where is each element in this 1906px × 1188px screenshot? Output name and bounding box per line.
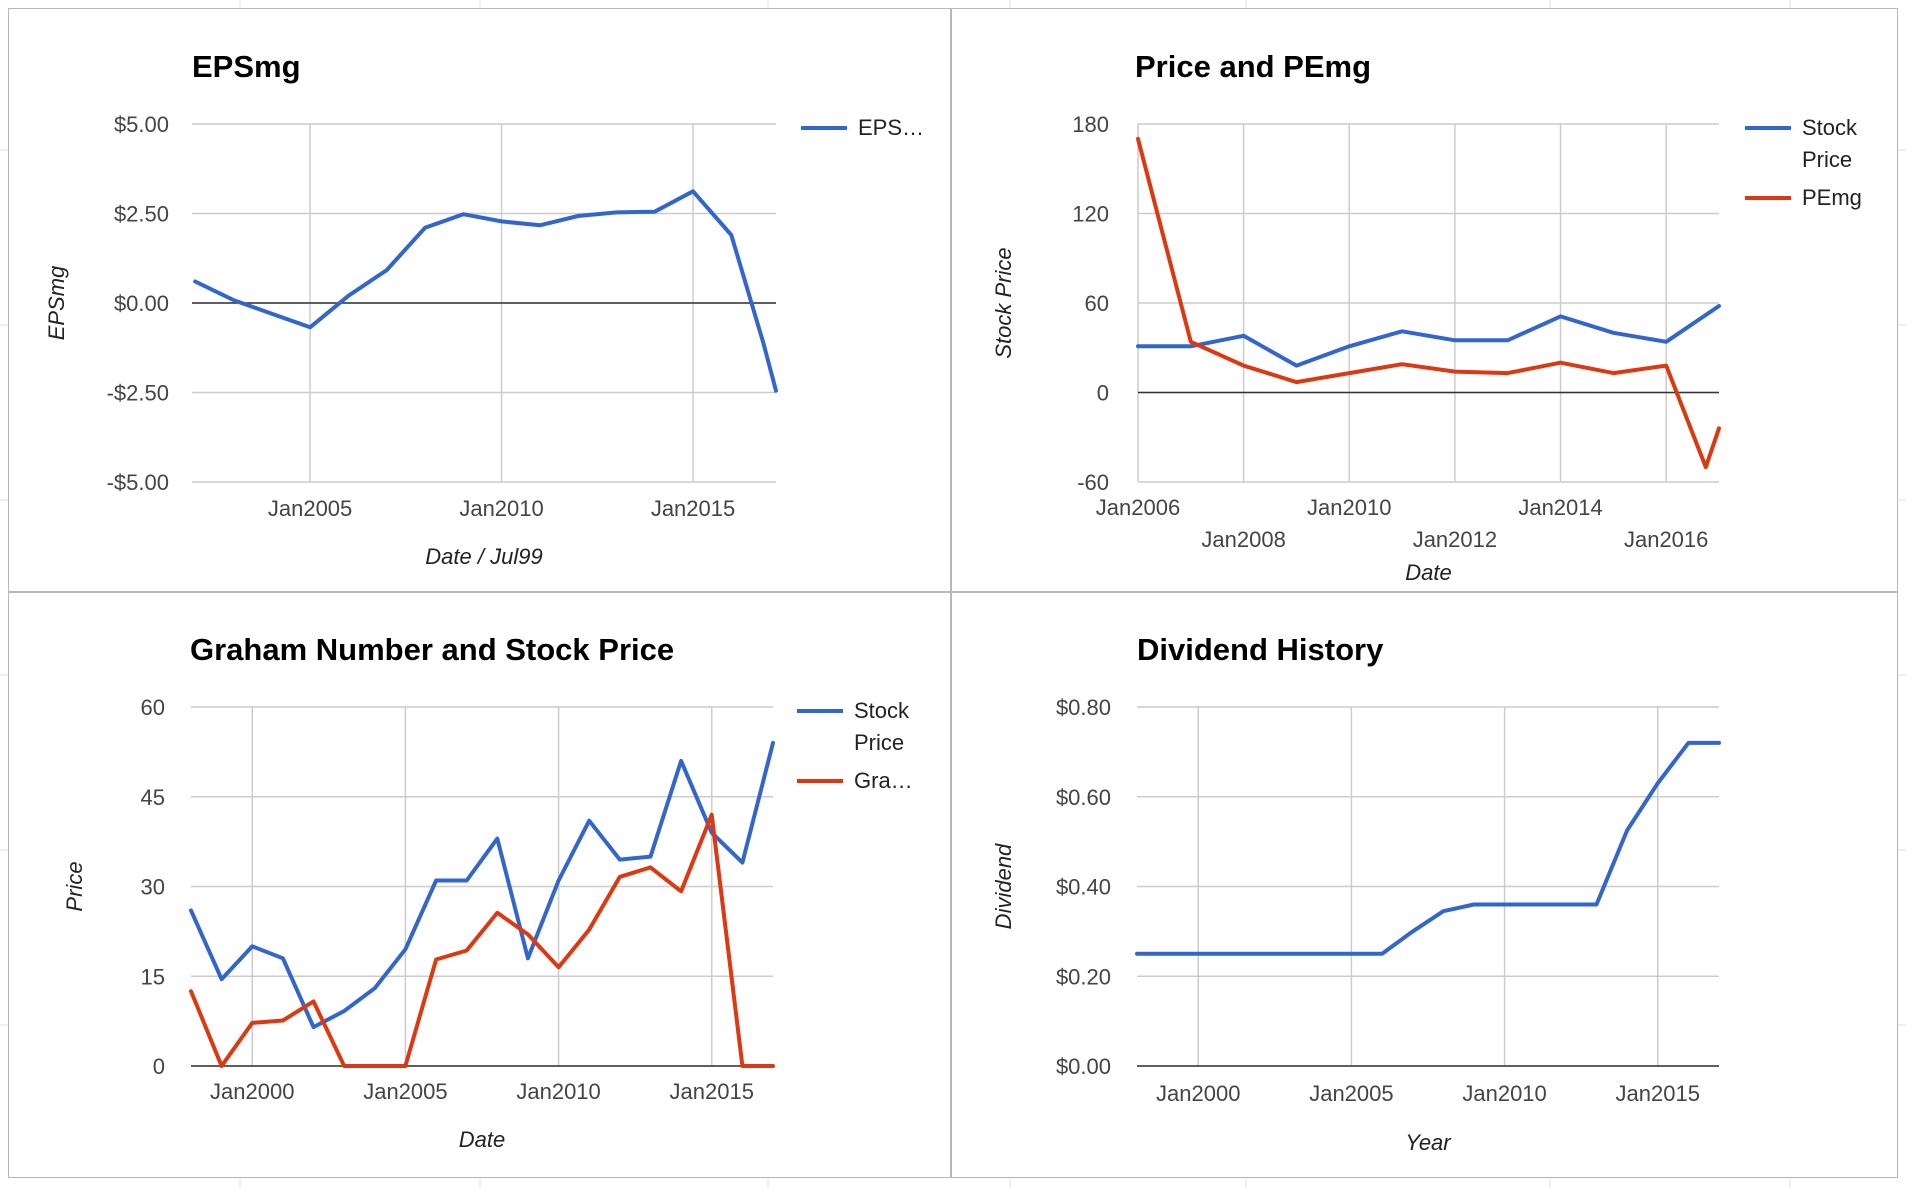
x-axis-ticks-row2: Jan2008 Jan2012 Jan2016 (1201, 527, 1708, 552)
chart-title: Dividend History (1137, 632, 1384, 667)
series-layer (1135, 740, 1721, 956)
y-axis-ticks: 60 45 30 15 0 (141, 695, 165, 1079)
legend[interactable]: EPS… (801, 115, 924, 140)
chart-graham-number[interactable]: Graham Number and Stock Price 60 45 30 1… (8, 592, 951, 1178)
y-tick-label: 180 (1072, 112, 1109, 137)
y-axis-label: Dividend (991, 843, 1016, 929)
x-tick-label: Jan2010 (516, 1079, 600, 1104)
x-tick-label: Jan2006 (1096, 495, 1180, 520)
x-axis-ticks: Jan2000 Jan2005 Jan2010 Jan2015 (210, 1079, 754, 1104)
chart-price-pemg[interactable]: Price and PEmg 180 120 60 0 -60 Jan2006 … (951, 8, 1898, 592)
x-tick-label: Jan2008 (1201, 527, 1285, 552)
x-tick-label: Jan2010 (1462, 1081, 1546, 1106)
series-line-1[interactable] (1136, 304, 1721, 368)
y-tick-label: 120 (1072, 202, 1109, 227)
y-axis-ticks: 180 120 60 0 -60 (1072, 112, 1109, 495)
legend[interactable]: Stock Price Gra… (797, 698, 913, 793)
series-layer (1136, 136, 1721, 470)
y-axis-label: EPSmg (44, 265, 69, 340)
x-axis-label: Year (1405, 1130, 1452, 1155)
x-tick-label: Jan2016 (1624, 527, 1708, 552)
y-axis-label: Stock Price (991, 247, 1016, 358)
x-axis-label: Date (1405, 560, 1451, 585)
x-tick-label: Jan2005 (363, 1079, 447, 1104)
legend-label-stock-price: Stock Price (854, 698, 910, 755)
y-tick-label: $0.20 (1056, 964, 1111, 989)
y-tick-label: 60 (141, 695, 165, 720)
x-tick-label: Jan2005 (268, 496, 352, 521)
x-axis-label: Date / Jul99 (425, 544, 542, 569)
legend-label: EPS… (858, 115, 924, 140)
chart-dividend-history-svg: Dividend History $0.80 $0.60 $0.40 $0.20… (991, 632, 1721, 1155)
series-layer (193, 189, 778, 393)
y-tick-label: $0.40 (1056, 875, 1111, 900)
y-tick-label: $2.50 (114, 202, 169, 227)
y-tick-label: 15 (141, 964, 165, 989)
gridlines (192, 123, 776, 483)
x-tick-label: Jan2010 (459, 496, 543, 521)
series-line-1[interactable] (189, 740, 775, 1030)
chart-price-pemg-svg: Price and PEmg 180 120 60 0 -60 Jan2006 … (991, 49, 1862, 585)
x-tick-label: Jan2015 (670, 1079, 754, 1104)
x-tick-label: Jan2000 (1156, 1081, 1240, 1106)
y-tick-label: 0 (1097, 381, 1109, 406)
gridlines (191, 706, 773, 1067)
x-tick-label: Jan2015 (651, 496, 735, 521)
y-tick-label: 60 (1085, 291, 1109, 316)
legend-label: PEmg (1802, 185, 1862, 210)
series-line-1[interactable] (193, 189, 778, 393)
chart-epsmg-svg: EPSmg $5.00 $2.50 $0.00 -$2.50 -$5.00 Ja… (44, 49, 924, 569)
x-tick-label: Jan2012 (1413, 527, 1497, 552)
y-tick-label: -60 (1077, 470, 1109, 495)
y-tick-label: 0 (153, 1054, 165, 1079)
x-axis-ticks: Jan2005 Jan2010 Jan2015 (268, 496, 735, 521)
series-layer (189, 740, 775, 1068)
y-tick-label: 30 (141, 875, 165, 900)
y-tick-label: $0.80 (1056, 695, 1111, 720)
x-axis-ticks: Jan2000 Jan2005 Jan2010 Jan2015 (1156, 1081, 1700, 1106)
chart-graham-number-svg: Graham Number and Stock Price 60 45 30 1… (62, 632, 913, 1152)
chart-title: EPSmg (192, 49, 301, 84)
y-axis-label: Price (62, 861, 87, 911)
y-tick-label: $0.60 (1056, 785, 1111, 810)
series-line-2[interactable] (189, 812, 775, 1068)
x-tick-label: Jan2000 (210, 1079, 294, 1104)
x-axis-label: Date (459, 1127, 505, 1152)
chart-epsmg[interactable]: EPSmg $5.00 $2.50 $0.00 -$2.50 -$5.00 Ja… (8, 8, 951, 592)
y-tick-label: $0.00 (114, 291, 169, 316)
x-tick-label: Jan2010 (1307, 495, 1391, 520)
x-tick-label: Jan2015 (1616, 1081, 1700, 1106)
y-tick-label: $5.00 (114, 112, 169, 137)
y-tick-label: 45 (141, 785, 165, 810)
legend[interactable]: Stock Price PEmg (1745, 115, 1862, 210)
y-tick-label: -$5.00 (107, 470, 169, 495)
x-axis-ticks-row1: Jan2006 Jan2010 Jan2014 (1096, 495, 1603, 520)
legend-label: Gra… (854, 768, 913, 793)
gridlines (1137, 706, 1719, 1067)
y-tick-label: -$2.50 (107, 381, 169, 406)
x-tick-label: Jan2005 (1309, 1081, 1393, 1106)
series-line-2[interactable] (1136, 136, 1721, 470)
y-axis-ticks: $0.80 $0.60 $0.40 $0.20 $0.00 (1056, 695, 1111, 1079)
gridlines (1137, 123, 1719, 483)
y-tick-label: $0.00 (1056, 1054, 1111, 1079)
chart-title: Price and PEmg (1135, 49, 1371, 84)
series-line-1[interactable] (1135, 740, 1721, 956)
y-axis-ticks: $5.00 $2.50 $0.00 -$2.50 -$5.00 (107, 112, 169, 495)
legend-label-stock-price: Stock Price (1802, 115, 1858, 172)
chart-title: Graham Number and Stock Price (190, 632, 674, 667)
x-tick-label: Jan2014 (1518, 495, 1602, 520)
chart-dividend-history[interactable]: Dividend History $0.80 $0.60 $0.40 $0.20… (951, 592, 1898, 1178)
